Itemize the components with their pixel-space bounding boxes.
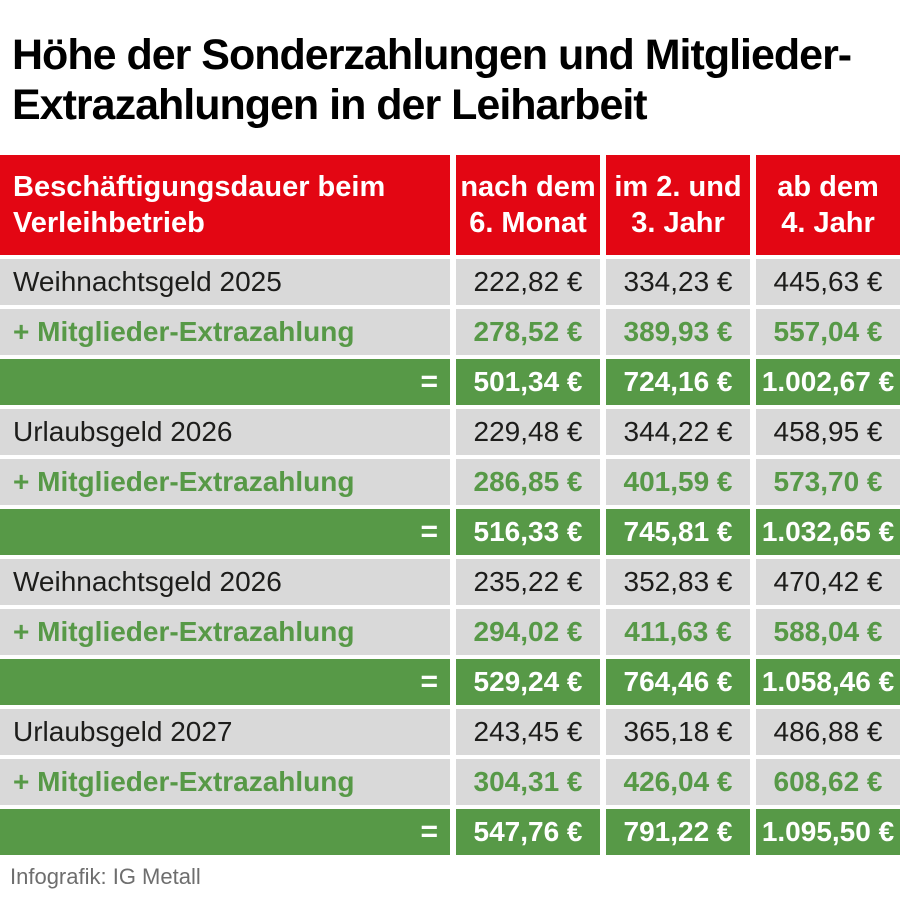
row-label-weihnachtsgeld-2026: Weihnachtsgeld 2026 bbox=[0, 559, 450, 605]
value-cell: 294,02 € bbox=[456, 609, 600, 655]
page-title-line1: Höhe der Sonderzahlungen und Mitglieder- bbox=[12, 31, 852, 79]
equals-sign: = bbox=[0, 509, 450, 555]
value-cell: 278,52 € bbox=[456, 309, 600, 355]
value-cell: 486,88 € bbox=[756, 709, 900, 755]
value-cell: 389,93 € bbox=[606, 309, 750, 355]
value-cell: 229,48 € bbox=[456, 409, 600, 455]
value-cell: 243,45 € bbox=[456, 709, 600, 755]
value-cell: 588,04 € bbox=[756, 609, 900, 655]
col-header-line: 3. Jahr bbox=[631, 207, 725, 239]
col-header-line: Verleihbetrieb bbox=[13, 207, 205, 239]
row-label-extra-payment: + Mitglieder-Extrazahlung bbox=[0, 459, 450, 505]
row-label-extra-payment: + Mitglieder-Extrazahlung bbox=[0, 309, 450, 355]
value-cell: 458,95 € bbox=[756, 409, 900, 455]
total-value-cell: 1.002,67 € bbox=[756, 359, 900, 405]
col-header-2nd-3rd-year: im 2. und 3. Jahr bbox=[606, 155, 750, 255]
total-value-cell: 547,76 € bbox=[456, 809, 600, 855]
value-cell: 334,23 € bbox=[606, 259, 750, 305]
page-title-line2: Extrazahlungen in der Leiharbeit bbox=[12, 81, 648, 129]
value-cell: 401,59 € bbox=[606, 459, 750, 505]
total-value-cell: 1.095,50 € bbox=[756, 809, 900, 855]
row-label-extra-payment: + Mitglieder-Extrazahlung bbox=[0, 759, 450, 805]
col-header-line: nach dem bbox=[460, 171, 596, 203]
value-cell: 426,04 € bbox=[606, 759, 750, 805]
col-header-line: Beschäftigungsdauer beim bbox=[13, 171, 386, 203]
total-value-cell: 529,24 € bbox=[456, 659, 600, 705]
total-value-cell: 1.032,65 € bbox=[756, 509, 900, 555]
col-header-line: 4. Jahr bbox=[781, 207, 875, 239]
equals-sign: = bbox=[0, 659, 450, 705]
value-cell: 573,70 € bbox=[756, 459, 900, 505]
value-cell: 344,22 € bbox=[606, 409, 750, 455]
value-cell: 557,04 € bbox=[756, 309, 900, 355]
row-label-extra-payment: + Mitglieder-Extrazahlung bbox=[0, 609, 450, 655]
payments-table: Beschäftigungsdauer beim Verleihbetrieb … bbox=[0, 155, 900, 855]
col-header-line: ab dem bbox=[777, 171, 879, 203]
total-value-cell: 501,34 € bbox=[456, 359, 600, 405]
total-value-cell: 724,16 € bbox=[606, 359, 750, 405]
value-cell: 411,63 € bbox=[606, 609, 750, 655]
total-value-cell: 745,81 € bbox=[606, 509, 750, 555]
equals-sign: = bbox=[0, 359, 450, 405]
total-value-cell: 764,46 € bbox=[606, 659, 750, 705]
equals-sign: = bbox=[0, 809, 450, 855]
col-header-employment-duration: Beschäftigungsdauer beim Verleihbetrieb bbox=[0, 155, 450, 255]
total-value-cell: 516,33 € bbox=[456, 509, 600, 555]
value-cell: 608,62 € bbox=[756, 759, 900, 805]
value-cell: 445,63 € bbox=[756, 259, 900, 305]
value-cell: 286,85 € bbox=[456, 459, 600, 505]
value-cell: 365,18 € bbox=[606, 709, 750, 755]
row-label-weihnachtsgeld-2025: Weihnachtsgeld 2025 bbox=[0, 259, 450, 305]
page-title: Höhe der Sonderzahlungen und Mitglieder-… bbox=[12, 30, 888, 130]
row-label-urlaubsgeld-2027: Urlaubsgeld 2027 bbox=[0, 709, 450, 755]
value-cell: 222,82 € bbox=[456, 259, 600, 305]
source-credit: Infografik: IG Metall bbox=[10, 864, 201, 889]
row-label-urlaubsgeld-2026: Urlaubsgeld 2026 bbox=[0, 409, 450, 455]
value-cell: 470,42 € bbox=[756, 559, 900, 605]
col-header-from-4th-year: ab dem 4. Jahr bbox=[756, 155, 900, 255]
value-cell: 352,83 € bbox=[606, 559, 750, 605]
col-header-after-6th-month: nach dem 6. Monat bbox=[456, 155, 600, 255]
value-cell: 304,31 € bbox=[456, 759, 600, 805]
value-cell: 235,22 € bbox=[456, 559, 600, 605]
col-header-line: im 2. und bbox=[614, 171, 742, 203]
col-header-line: 6. Monat bbox=[469, 207, 587, 239]
total-value-cell: 791,22 € bbox=[606, 809, 750, 855]
total-value-cell: 1.058,46 € bbox=[756, 659, 900, 705]
